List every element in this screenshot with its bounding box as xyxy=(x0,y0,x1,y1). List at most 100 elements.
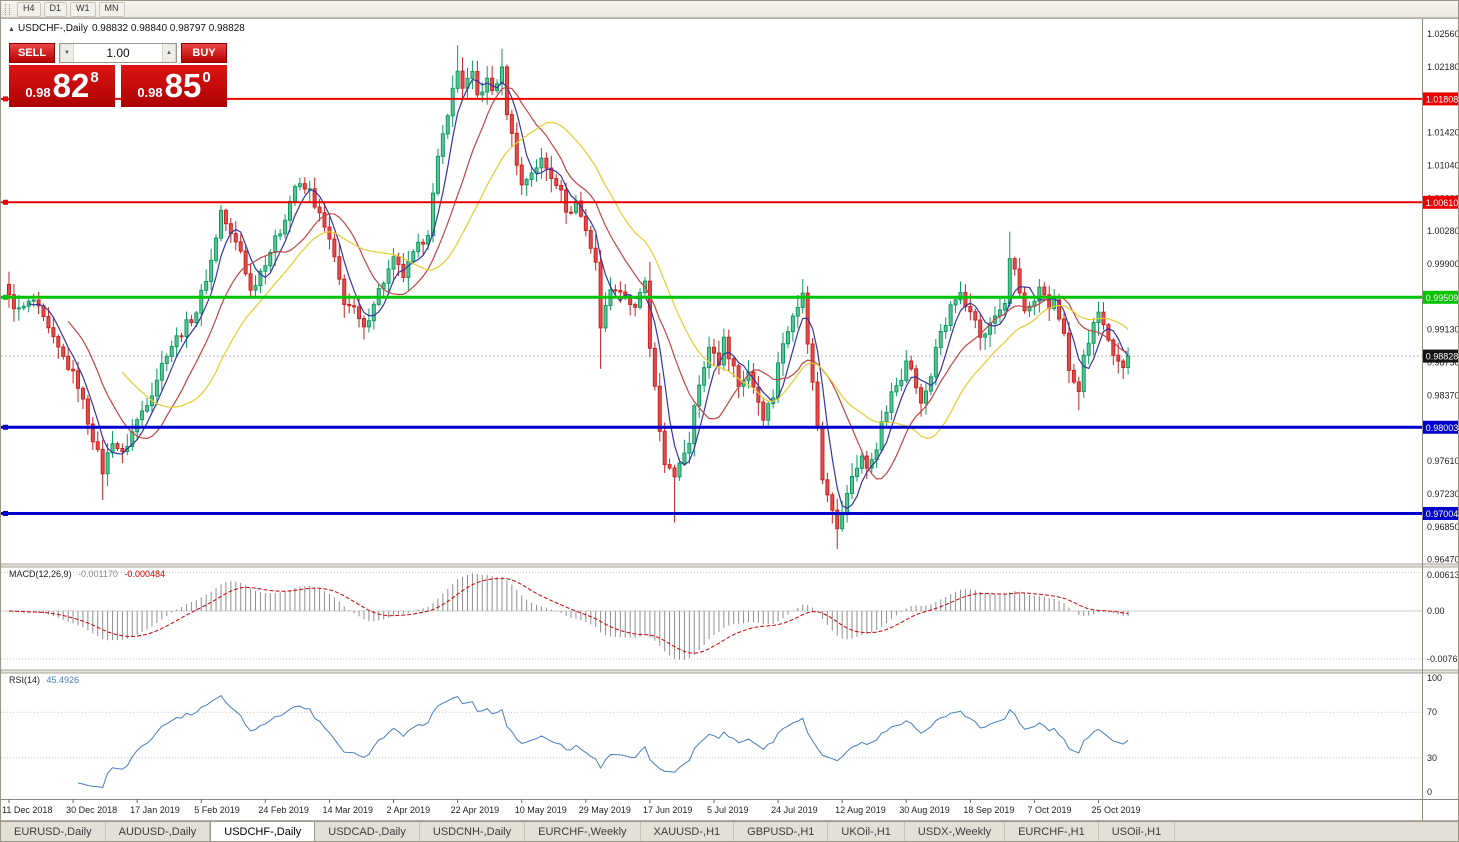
panel-borders xyxy=(1,18,1459,821)
line-handle xyxy=(3,510,8,516)
collapse-chart-icon[interactable]: ▲ xyxy=(8,26,15,33)
svg-text:30 Dec 2018: 30 Dec 2018 xyxy=(66,805,117,815)
svg-text:24 Jul 2019: 24 Jul 2019 xyxy=(771,805,818,815)
svg-text:1.01040: 1.01040 xyxy=(1427,160,1459,170)
svg-text:1.02180: 1.02180 xyxy=(1427,62,1459,72)
svg-text:0.98370: 0.98370 xyxy=(1427,390,1459,400)
chart-tab-xauusd-h1[interactable]: XAUUSD-,H1 xyxy=(641,822,735,841)
rsi-indicator-label: RSI(14) 45.4926 xyxy=(9,675,79,685)
svg-text:12 Aug 2019: 12 Aug 2019 xyxy=(835,805,886,815)
macd-signal-value: -0.000484 xyxy=(124,569,165,579)
line-price-tag xyxy=(1423,290,1458,304)
svg-text:0.00: 0.00 xyxy=(1427,606,1445,616)
moving-average-13 xyxy=(67,86,1129,480)
svg-text:17 Jun 2019: 17 Jun 2019 xyxy=(643,805,693,815)
line-handle xyxy=(3,199,8,205)
svg-text:1.00280: 1.00280 xyxy=(1427,226,1459,236)
svg-text:70: 70 xyxy=(1427,707,1437,717)
buy-price-int: 0.98 xyxy=(137,85,163,100)
svg-text:0.99509: 0.99509 xyxy=(1426,293,1459,303)
panel-splitter[interactable] xyxy=(1,563,1459,568)
svg-text:18 Sep 2019: 18 Sep 2019 xyxy=(963,805,1014,815)
svg-text:7 Oct 2019: 7 Oct 2019 xyxy=(1027,805,1071,815)
sell-price-big-digits: 82 xyxy=(52,67,90,104)
line-handle xyxy=(3,424,8,430)
buy-price-pip: 0 xyxy=(202,69,211,86)
svg-text:1.02560: 1.02560 xyxy=(1427,29,1459,39)
timeframe-button-h4[interactable]: H4 xyxy=(17,1,41,17)
chart-tab-eurchf-weekly[interactable]: EURCHF-,Weekly xyxy=(525,822,641,841)
svg-text:1.00610: 1.00610 xyxy=(1426,198,1459,208)
svg-text:0.98828: 0.98828 xyxy=(1426,352,1459,362)
toolbar-grip[interactable] xyxy=(5,3,10,15)
chart-title: ▲ USDCHF-,Daily 0.98832 0.98840 0.98797 0.… xyxy=(8,23,245,34)
sell-price-pip: 8 xyxy=(90,69,99,86)
svg-text:1.01808: 1.01808 xyxy=(1426,94,1459,104)
chart-tab-usdcnh-daily[interactable]: USDCNH-,Daily xyxy=(420,822,526,841)
svg-text:0.97004: 0.97004 xyxy=(1426,509,1459,519)
line-price-tag xyxy=(1423,506,1458,520)
svg-text:0.99130: 0.99130 xyxy=(1427,325,1459,335)
svg-text:29 May 2019: 29 May 2019 xyxy=(579,805,631,815)
chart-symbol-period: USDCHF-,Daily xyxy=(17,23,88,34)
timeframe-button-d1[interactable]: D1 xyxy=(43,1,68,17)
sell-price-display[interactable]: 0.98 82 8 xyxy=(9,65,115,107)
svg-text:30 Aug 2019: 30 Aug 2019 xyxy=(899,805,950,815)
macd-signal-line xyxy=(8,577,1129,654)
svg-text:22 Apr 2019: 22 Apr 2019 xyxy=(451,805,500,815)
chart-tab-ukoil-h1[interactable]: UKOil-,H1 xyxy=(828,822,905,841)
timeframe-button-w1[interactable]: W1 xyxy=(70,1,96,17)
chart-canvas[interactable]: 1.025601.021801.018001.014201.010401.006… xyxy=(1,18,1459,821)
svg-text:14 Mar 2019: 14 Mar 2019 xyxy=(322,805,373,815)
sell-button[interactable]: SELL xyxy=(9,43,55,63)
chart-tab-audusd-daily[interactable]: AUDUSD-,Daily xyxy=(106,822,211,841)
chart-tab-bar: EURUSD-,Daily AUDUSD-,Daily USDCHF-,Daily U… xyxy=(1,821,1458,841)
volume-control: ▼ ▲ xyxy=(59,43,177,63)
volume-input[interactable] xyxy=(74,44,162,62)
svg-text:0.96850: 0.96850 xyxy=(1427,522,1459,532)
timeframe-button-mn[interactable]: MN xyxy=(98,1,125,17)
buy-button[interactable]: BUY xyxy=(181,43,227,63)
buy-price-display[interactable]: 0.98 85 0 xyxy=(121,65,227,107)
svg-text:1.01420: 1.01420 xyxy=(1427,128,1459,138)
moving-average-24 xyxy=(121,121,1129,439)
panel-splitter[interactable] xyxy=(1,669,1459,674)
price-tags: 1.01808 1.00610 0.99509 0.98003 0.97004 0.988… xyxy=(1423,92,1459,520)
timeframe-buttons: H4 D1 W1 MN xyxy=(17,1,125,17)
line-handle xyxy=(3,96,8,102)
svg-text:11 Dec 2018: 11 Dec 2018 xyxy=(2,805,52,815)
svg-text:24 Feb 2019: 24 Feb 2019 xyxy=(258,805,309,815)
volume-decrease-button[interactable]: ▼ xyxy=(60,44,74,62)
line-price-tag xyxy=(1423,420,1458,434)
chart-tab-usdcad-daily[interactable]: USDCAD-,Daily xyxy=(315,822,420,841)
chart-tab-gbpusd-h1[interactable]: GBPUSD-,H1 xyxy=(734,822,829,841)
chart-tab-usdx-weekly[interactable]: USDX-,Weekly xyxy=(905,822,1006,841)
date-axis[interactable]: 11 Dec 2018 30 Dec 2018 17 Jan 2019 5 Feb 2… xyxy=(2,799,1141,815)
macd-main-value: -0.001170 xyxy=(78,569,118,579)
svg-text:2 Apr 2019: 2 Apr 2019 xyxy=(387,805,431,815)
timeframe-toolbar: H4 D1 W1 MN xyxy=(1,1,1458,18)
svg-text:0.00613: 0.00613 xyxy=(1427,570,1459,580)
chart-tab-eurchf-h1[interactable]: EURCHF-,H1 xyxy=(1005,822,1099,841)
line-price-tag xyxy=(1423,92,1458,106)
chart-ohlc-values: 0.98832 0.98840 0.98797 0.98828 xyxy=(91,23,245,34)
rsi-value: 45.4926 xyxy=(46,675,80,685)
svg-text:0.99900: 0.99900 xyxy=(1427,259,1459,269)
volume-increase-button[interactable]: ▲ xyxy=(162,44,176,62)
macd-indicator-label: MACD(12,26,9) -0.001170 -0.000484 xyxy=(9,569,165,579)
svg-text:0.98003: 0.98003 xyxy=(1426,423,1459,433)
indicator-level-lines xyxy=(1,571,1422,759)
macd-title: MACD(12,26,9) xyxy=(9,569,72,579)
current-price-tag xyxy=(1423,349,1458,363)
chart-tab-usoil-h1[interactable]: USOil-,H1 xyxy=(1099,822,1176,841)
line-price-tag xyxy=(1423,195,1458,209)
svg-text:5 Feb 2019: 5 Feb 2019 xyxy=(194,805,240,815)
chart-tab-eurusd-daily[interactable]: EURUSD-,Daily xyxy=(1,822,106,841)
line-handle xyxy=(3,294,8,300)
horizontal-lines[interactable] xyxy=(1,96,1422,516)
sell-price-int: 0.98 xyxy=(25,85,51,100)
svg-text:10 May 2019: 10 May 2019 xyxy=(515,805,567,815)
chart-tab-usdchf-daily[interactable]: USDCHF-,Daily xyxy=(210,822,316,841)
